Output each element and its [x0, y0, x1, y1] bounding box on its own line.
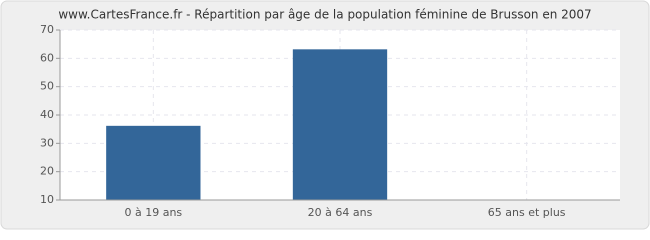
- y-tick-label: 60: [40, 51, 54, 64]
- bar: [292, 49, 388, 201]
- x-tick-label: 0 à 19 ans: [124, 206, 182, 219]
- y-tick-label: 30: [40, 136, 54, 149]
- x-tick-label: 65 ans et plus: [488, 206, 566, 219]
- y-tick-label: 20: [40, 165, 54, 178]
- bar: [106, 125, 201, 201]
- y-tick-label: 50: [40, 80, 54, 93]
- chart-title: www.CartesFrance.fr - Répartition par âg…: [58, 8, 591, 22]
- y-tick-label: 70: [40, 23, 54, 36]
- y-tick-label: 10: [40, 193, 54, 206]
- y-tick-label: 40: [40, 108, 54, 121]
- chart: www.CartesFrance.fr - Répartition par âg…: [0, 0, 650, 230]
- x-tick-label: 20 à 64 ans: [308, 206, 373, 219]
